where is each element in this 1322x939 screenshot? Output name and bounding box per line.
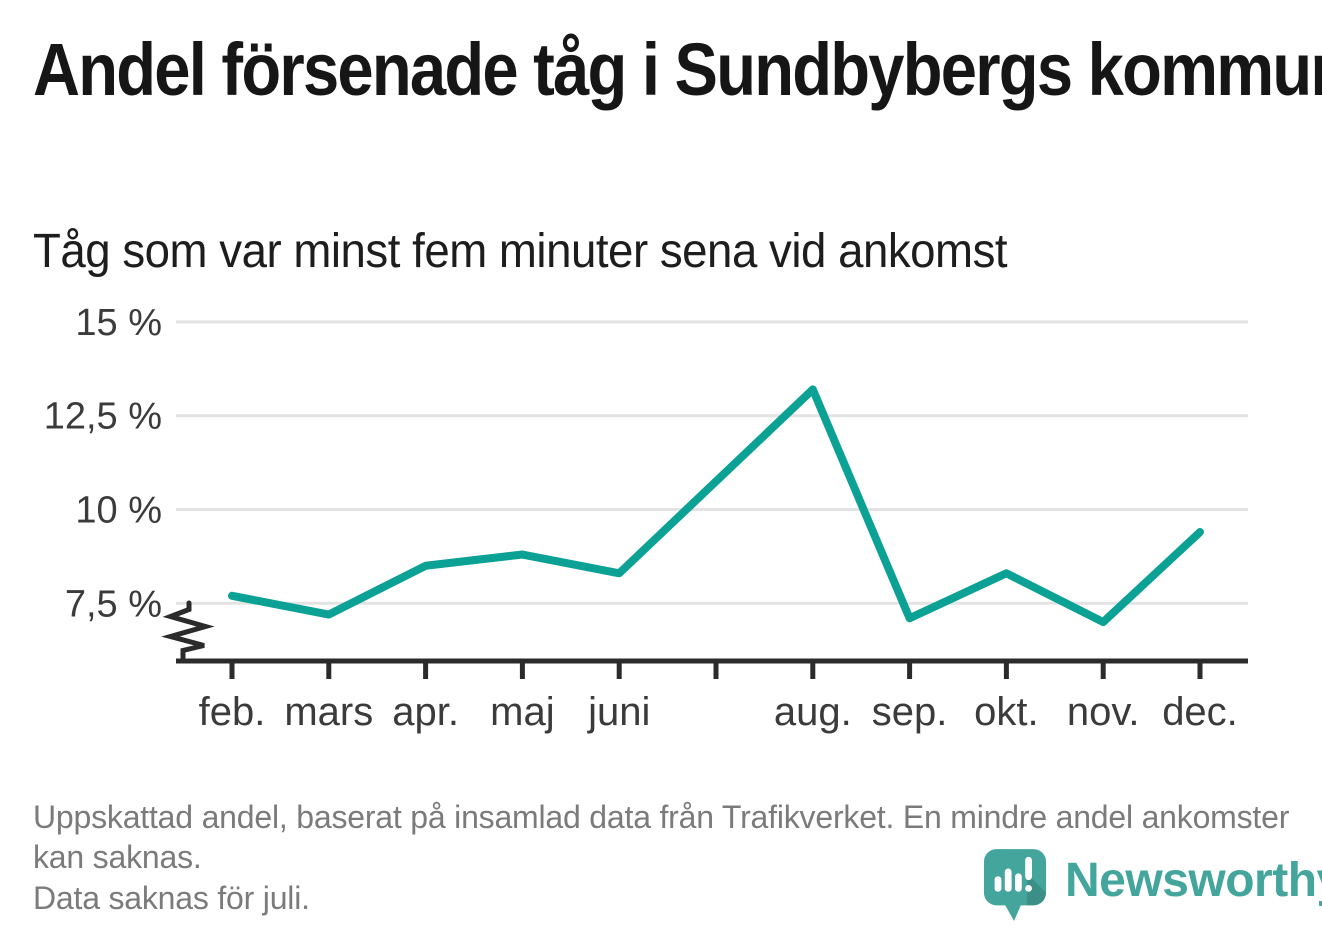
logo-wordmark: Newsworthy bbox=[1065, 853, 1322, 907]
logo-bubble-icon bbox=[983, 849, 1047, 921]
x-axis-label: nov. bbox=[1067, 690, 1140, 734]
x-axis-label: sep. bbox=[872, 690, 948, 734]
y-axis-label: 10 % bbox=[75, 490, 162, 532]
axis-break-icon bbox=[161, 600, 215, 662]
x-axis-label: okt. bbox=[974, 690, 1038, 734]
chart-subtitle: Tåg som var minst fem minuter sena vid a… bbox=[33, 225, 1008, 278]
x-axis-label: dec. bbox=[1162, 690, 1238, 734]
x-axis-label: juni bbox=[587, 690, 650, 734]
chart-title: Andel försenade tåg i Sundbybergs kommun bbox=[33, 28, 1322, 111]
x-axis-label: aug. bbox=[774, 690, 852, 734]
x-axis-label: mars bbox=[284, 690, 373, 734]
x-axis-label: feb. bbox=[199, 690, 266, 734]
y-axis-label: 15 % bbox=[75, 302, 162, 344]
missing-data-note: Data saknas för juli. bbox=[33, 879, 310, 916]
newsworthy-logo: Newsworthy bbox=[982, 846, 1322, 924]
x-axis-label: apr. bbox=[392, 690, 459, 734]
x-axis-label: maj bbox=[490, 690, 554, 734]
y-axis-label: 7,5 % bbox=[65, 583, 162, 625]
trend-line bbox=[228, 385, 1204, 627]
footnote: Uppskattad andel, baserat på insamlad da… bbox=[33, 797, 1305, 918]
line-chart: 15 % 12,5 % 10 % 7,5 % feb. mars apr. maj juni au… bbox=[44, 302, 1248, 734]
source-note: Uppskattad andel, baserat på insamlad da… bbox=[33, 799, 1290, 876]
y-axis-label: 12,5 % bbox=[44, 396, 162, 438]
